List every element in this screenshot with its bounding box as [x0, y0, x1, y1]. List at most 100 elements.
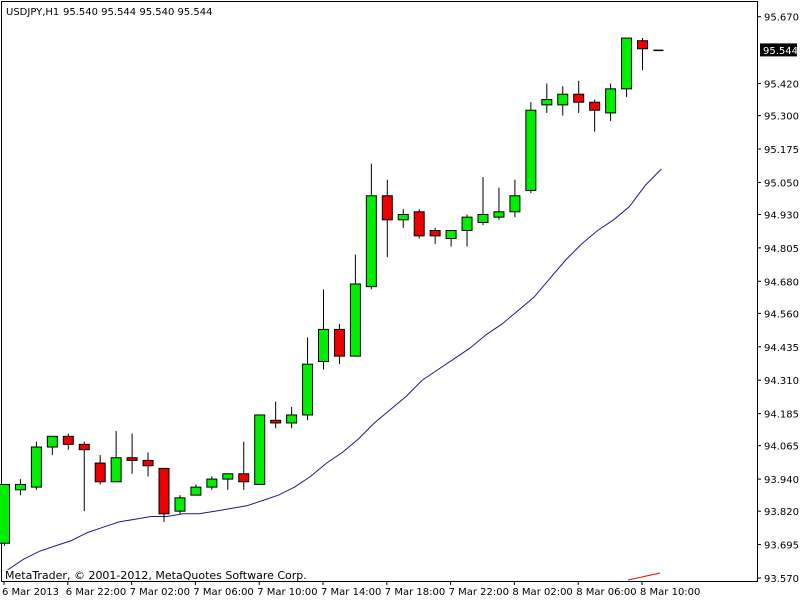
secondary-indicator-line: [627, 572, 661, 581]
current-price-tag: 95.544: [760, 43, 798, 57]
candle-body: [493, 211, 505, 218]
candle-body: [605, 88, 617, 114]
candle: [429, 227, 441, 244]
candle-body: [637, 40, 648, 50]
candle: [397, 209, 409, 228]
candle: [413, 209, 425, 239]
x-tick-label: 8 Mar 10:00: [640, 587, 700, 598]
x-tick-label: 7 Mar 06:00: [193, 587, 253, 598]
y-tick-label: 95.050: [764, 178, 799, 189]
candle-body: [206, 478, 218, 488]
candle-body: [365, 195, 377, 288]
candle-body: [78, 443, 90, 451]
candle: [365, 163, 377, 290]
candle-body: [142, 459, 154, 467]
candle: [142, 452, 154, 477]
candle-body: [238, 473, 250, 483]
moving-average-series: [7, 168, 662, 571]
candle-body: [0, 483, 10, 544]
y-tick-label: 95.300: [764, 112, 799, 123]
candle-body: [557, 93, 569, 106]
candle-body: [190, 486, 202, 496]
y-tick-label: 94.805: [764, 244, 799, 255]
candle: [14, 479, 26, 496]
x-axis: 6 Mar 2013 6 Mar 22:00 7 Mar 02:00 7 Mar 06…: [2, 581, 700, 598]
candle-body: [589, 101, 601, 111]
candle-body: [477, 213, 489, 223]
candle: [286, 406, 298, 429]
candle: [493, 187, 505, 220]
candle-body: [318, 328, 329, 362]
candle: [46, 435, 58, 456]
copyright-label: MetaTrader, © 2001-2012, MetaQuotes Soft…: [5, 569, 307, 582]
candle: [621, 37, 633, 97]
y-tick-label: 94.065: [764, 442, 799, 453]
candle: [126, 433, 138, 474]
candle: [318, 289, 329, 370]
y-tick-label: 93.695: [764, 541, 799, 552]
moving-average-line: [7, 168, 662, 571]
current-price-value: 95.544: [763, 46, 798, 57]
x-tick-label: 7 Mar 22:00: [449, 587, 509, 598]
plot-frame: [1, 1, 758, 582]
y-tick-label: 93.570: [764, 574, 799, 585]
candle-body: [94, 462, 106, 483]
candle: [477, 177, 489, 226]
y-tick-label: 94.560: [764, 309, 799, 320]
y-tick-label: 93.940: [764, 475, 799, 486]
y-tick-label: 94.930: [764, 210, 799, 221]
candle-body: [461, 216, 473, 232]
candle-body: [333, 328, 345, 357]
candle: [238, 441, 250, 490]
candle: [94, 455, 106, 485]
candle: [110, 430, 122, 483]
x-tick-label: 7 Mar 02:00: [130, 587, 190, 598]
candles: [0, 37, 664, 546]
candle: [573, 80, 585, 113]
candle-body: [445, 230, 457, 240]
candle-body: [46, 435, 58, 448]
ohlc-readout: 95.540 95.544 95.540 95.544: [63, 7, 213, 18]
candle: [222, 473, 234, 490]
y-tick-label: 93.820: [764, 507, 799, 518]
candle: [461, 214, 473, 247]
candle: [174, 495, 186, 514]
x-tick-label: 6 Mar 2013: [2, 587, 59, 598]
candle-body: [541, 99, 553, 106]
x-tick-label: 8 Mar 06:00: [576, 587, 636, 598]
candle-body: [509, 195, 521, 213]
candle: [62, 433, 74, 450]
candle-body: [302, 363, 314, 416]
candle-body: [174, 497, 186, 512]
secondary-indicator-segment: [627, 572, 661, 581]
x-tick-label: 7 Mar 10:00: [257, 587, 317, 598]
candle: [557, 86, 569, 116]
y-tick-label: 94.310: [764, 376, 799, 387]
candle-body: [525, 109, 537, 191]
candle-body: [62, 435, 74, 445]
x-tick-label: 7 Mar 14:00: [321, 587, 381, 598]
y-axis: 95.670 95.420 95.300 95.175 95.050 94.930 94.8…: [757, 13, 799, 585]
candle-body: [349, 283, 361, 357]
candle: [381, 179, 393, 258]
candle: [254, 414, 266, 485]
current-price-tag-bg: [760, 43, 797, 57]
candle-body: [126, 457, 138, 461]
candle: [445, 230, 457, 247]
candle: [605, 83, 617, 121]
y-tick-label: 94.435: [764, 343, 799, 354]
candle-body: [286, 414, 298, 424]
candle: [302, 337, 314, 421]
candle-body: [573, 93, 585, 103]
candle: [158, 467, 170, 522]
candle-body: [14, 483, 26, 491]
candle-body: [270, 419, 282, 424]
candle: [637, 38, 648, 71]
x-tick-label: 7 Mar 18:00: [385, 587, 445, 598]
candle: [78, 441, 90, 512]
x-tick-label: 8 Mar 02:00: [512, 587, 572, 598]
candle-body: [254, 414, 266, 485]
